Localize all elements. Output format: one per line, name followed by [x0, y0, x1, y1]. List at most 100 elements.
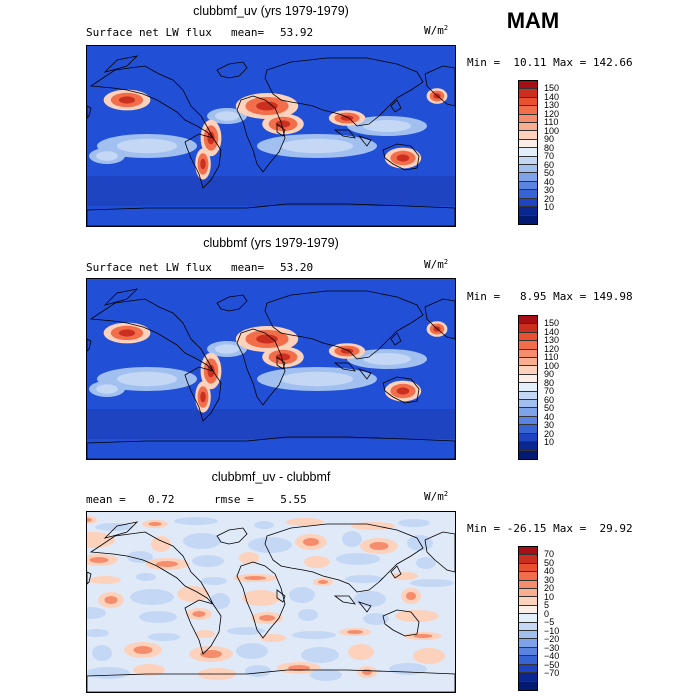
coastline: [216, 527, 248, 545]
panel1-title: clubbmf_uv (yrs 1979-1979): [193, 4, 349, 18]
coastline: [87, 338, 92, 352]
field-contour: [281, 138, 353, 154]
colorbar-swatch: [519, 656, 537, 665]
panel3-mean-value: 0.72: [148, 493, 175, 506]
colorbar-swatch: [519, 391, 537, 401]
panel3-rmse: rmse = 5.55: [214, 493, 307, 506]
coastline: [103, 521, 139, 539]
field-contour: [87, 629, 109, 637]
panel3-colorbar: [518, 546, 538, 691]
field-contour: [351, 522, 395, 530]
field-contour: [416, 557, 436, 569]
colorbar-swatch: [519, 165, 537, 174]
panel2-field-name: Surface net LW flux: [86, 261, 212, 274]
field-contour: [236, 643, 268, 659]
coastline: [333, 129, 356, 139]
field-contour: [242, 590, 280, 606]
field-contour: [292, 631, 336, 639]
coastline: [357, 368, 372, 380]
colorbar-tick-label: 70: [544, 386, 555, 397]
field-contour: [200, 391, 206, 403]
colorbar-swatch: [519, 673, 537, 682]
coastline: [357, 135, 372, 147]
field-contour: [117, 138, 177, 154]
colorbar-swatch: [519, 681, 537, 690]
colorbar-tick-label: 5: [544, 600, 550, 611]
panel2-map: [86, 278, 456, 460]
field-contour: [298, 609, 318, 621]
field-contour: [200, 158, 206, 170]
colorbar-tick-label: 60: [544, 394, 555, 405]
colorbar-tick-label: 100: [544, 360, 560, 371]
field-contour: [207, 131, 215, 145]
field-contour: [195, 630, 215, 638]
coastline: [382, 376, 420, 404]
field-contour: [413, 648, 445, 664]
coastline: [216, 61, 248, 79]
colorbar-swatch: [519, 139, 537, 149]
colorbar-swatch: [519, 664, 537, 674]
field-contour: [354, 591, 386, 607]
colorbar-swatch: [519, 580, 537, 590]
colorbar-swatch: [519, 198, 537, 208]
colorbar-tick-label: 120: [544, 343, 560, 354]
field-contour: [133, 646, 153, 654]
colorbar-swatch: [519, 563, 537, 573]
field-contour: [345, 575, 383, 583]
colorbar-tick-label: 70: [544, 549, 555, 560]
field-contour: [256, 101, 278, 111]
coastline: [333, 362, 356, 372]
coastline: [89, 298, 214, 372]
colorbar-tick-label: 80: [544, 142, 555, 153]
panel1-mean-label: mean=: [231, 26, 265, 39]
field-contour: [363, 353, 411, 365]
colorbar-tick-label: 30: [544, 185, 555, 196]
field-contour: [239, 552, 259, 564]
colorbar-swatch: [519, 450, 537, 459]
field-contour: [118, 329, 136, 337]
coastline: [424, 531, 455, 573]
field-contour: [139, 611, 177, 623]
field-contour: [363, 120, 411, 132]
field-contour: [289, 587, 315, 603]
field-contour: [244, 576, 266, 580]
coastline: [87, 669, 455, 692]
colorbar-swatch: [519, 408, 537, 417]
field-contour: [215, 344, 239, 354]
colorbar-swatch: [519, 349, 537, 359]
colorbar-tick-label: 90: [544, 134, 555, 145]
field-contour: [118, 96, 136, 104]
field-contour: [363, 613, 389, 625]
field-contour: [348, 644, 374, 660]
colorbar-tick-label: 120: [544, 108, 560, 119]
colorbar-swatch: [519, 207, 537, 216]
colorbar-swatch: [519, 425, 537, 434]
coastline: [89, 65, 214, 139]
colorbar-tick-label: −10: [544, 625, 560, 636]
coastline: [333, 595, 356, 605]
field-contour: [183, 533, 221, 549]
field-contour: [148, 522, 162, 526]
colorbar-tick-label: 50: [544, 403, 555, 414]
colorbar-swatch: [519, 605, 537, 615]
colorbar-swatch: [519, 332, 537, 342]
field-contour: [207, 364, 215, 378]
colorbar-swatch: [519, 156, 537, 166]
coastline: [87, 571, 92, 585]
coastline: [236, 95, 286, 173]
field-contour: [396, 154, 410, 162]
colorbar-swatch: [519, 400, 537, 409]
panel3-units: W/m2: [424, 490, 449, 503]
field-contour: [342, 531, 362, 547]
colorbar-swatch: [519, 316, 537, 325]
colorbar-swatch: [519, 81, 537, 90]
field-contour: [245, 665, 271, 677]
field-contour: [156, 561, 178, 567]
field-contour: [318, 580, 328, 584]
coastline: [424, 65, 455, 107]
colorbar-swatch: [519, 148, 537, 157]
colorbar-tick-label: −20: [544, 634, 560, 645]
colorbar-swatch: [519, 97, 537, 107]
colorbar-tick-label: −40: [544, 651, 560, 662]
coastline: [216, 294, 248, 312]
